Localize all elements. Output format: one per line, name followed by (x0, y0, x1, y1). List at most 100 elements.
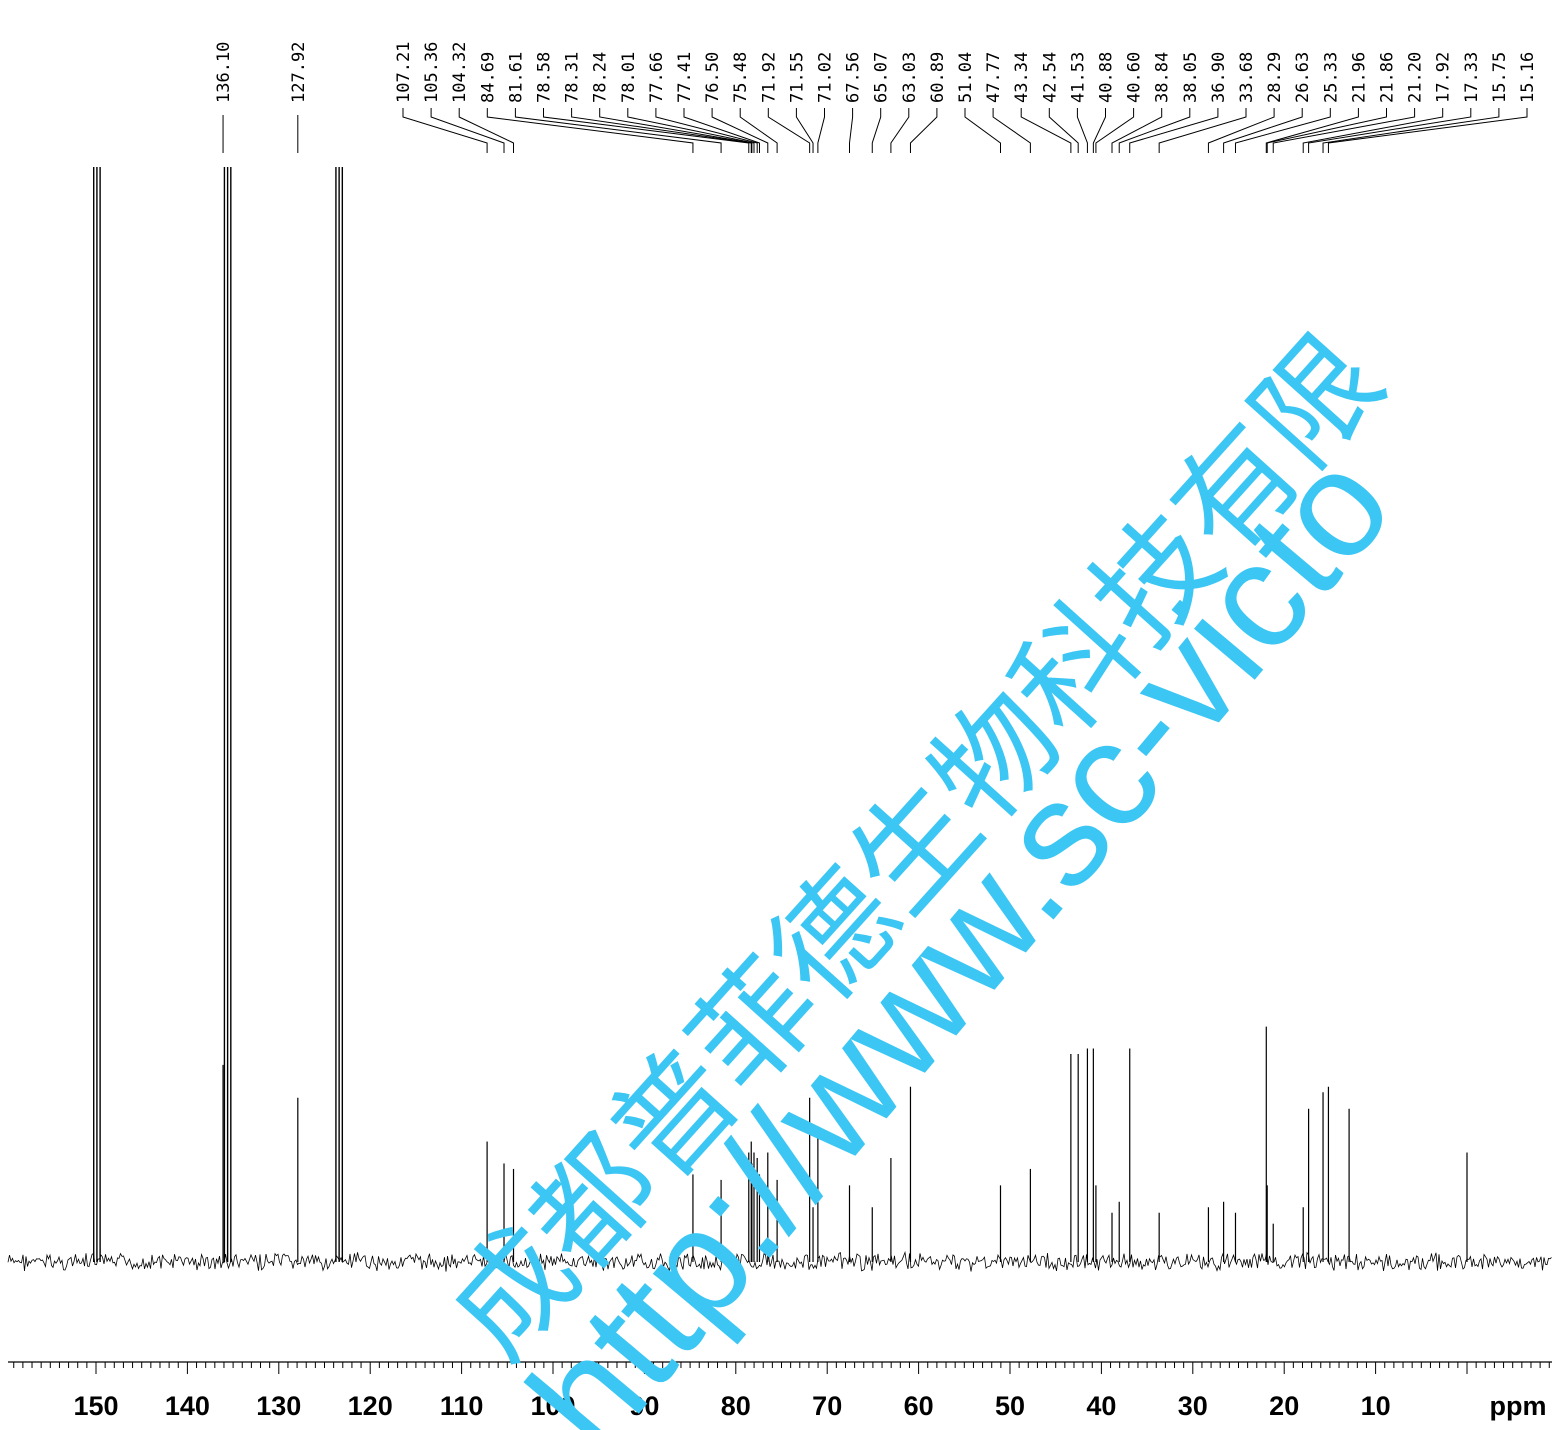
peak-label: 33.68 (1237, 52, 1257, 103)
baseline-noise (7, 1250, 1552, 1272)
peak-label-connector (1048, 108, 1079, 153)
peak-label-connector (430, 108, 505, 153)
peak-label-connector (683, 108, 760, 153)
peak-label: 15.16 (1518, 52, 1538, 103)
peak-label: 25.33 (1321, 52, 1341, 103)
peak-label: 105.36 (422, 42, 442, 103)
peak-label-connector (1308, 108, 1472, 153)
peak-label-connector (514, 108, 722, 153)
x-tick-label: 10 (1361, 1391, 1391, 1421)
peak-label-connector (543, 108, 750, 153)
peak-label: 40.88 (1097, 52, 1117, 103)
x-tick-label: 40 (1086, 1391, 1116, 1421)
peak-label: 76.50 (703, 52, 723, 103)
x-tick-label: 120 (348, 1391, 393, 1421)
peak-label-connector (402, 108, 488, 153)
peak-label-connector (1322, 108, 1500, 153)
peak-label-connector (711, 108, 769, 153)
x-tick-label: 90 (629, 1391, 659, 1421)
peak-label: 71.55 (787, 52, 807, 103)
x-tick-label: 150 (73, 1391, 118, 1421)
x-tick-label: 80 (721, 1391, 751, 1421)
watermark-url: http://www.sc-victo (496, 421, 1423, 1430)
peak-label: 78.31 (563, 52, 583, 103)
x-axis-label: ppm (1490, 1391, 1547, 1421)
peak-label-connector (890, 108, 910, 153)
peak-label-connector (1158, 108, 1247, 153)
peak-label: 26.63 (1293, 52, 1313, 103)
x-axis: 150 140 130 120 110 100 90 80 70 60 50 40 30 20 10 ppm (8, 1361, 1552, 1421)
peak-label-connector (964, 108, 1001, 153)
peak-label-connector (1265, 108, 1359, 153)
peak-label-connector (1092, 108, 1106, 153)
x-tick-label: 50 (995, 1391, 1025, 1421)
peak-label-connector (1327, 108, 1528, 153)
peak-label-connector (817, 108, 825, 153)
peak-label: 28.29 (1265, 52, 1285, 103)
noise-trace (7, 1250, 1552, 1272)
peak-label: 15.75 (1490, 52, 1510, 103)
peak-label: 75.48 (731, 52, 751, 103)
peak-label: 77.66 (647, 52, 667, 103)
solvent-peaks (93, 167, 344, 1262)
x-tick-label: 110 (440, 1391, 484, 1421)
peak-label: 71.02 (816, 52, 836, 103)
x-tick-label: 140 (165, 1391, 210, 1421)
x-tick-label: 70 (812, 1391, 842, 1421)
peak-label-connector (1095, 108, 1135, 153)
peak-label: 127.92 (289, 42, 309, 103)
x-tick-label: 130 (256, 1391, 301, 1421)
peak-label-connector (992, 108, 1031, 153)
peak-label: 77.41 (675, 52, 695, 103)
peak-label: 63.03 (900, 52, 920, 103)
peak-label-connector (1129, 108, 1219, 153)
peak-label: 71.92 (759, 52, 779, 103)
peak-label-connector (795, 108, 814, 153)
peak-label-connector (599, 108, 753, 153)
peak-label-group: 136.10 127.92 107.21 105.36 104.32 84.69 81.61… (214, 42, 1538, 153)
peak-label-connector (909, 108, 938, 153)
peak-label-connector (1272, 108, 1416, 153)
x-tick-label: 100 (530, 1391, 575, 1421)
peak-label-connector (486, 108, 694, 153)
peak-label-connector (627, 108, 755, 153)
peak-label: 65.07 (872, 52, 892, 103)
peak-label: 21.20 (1406, 52, 1426, 103)
peak-label: 21.86 (1378, 52, 1398, 103)
peak-label: 84.69 (478, 52, 498, 103)
peak-label: 40.60 (1125, 52, 1145, 103)
peak-label: 17.33 (1462, 52, 1482, 103)
peak-label: 78.24 (591, 52, 611, 103)
signal-peaks (222, 1026, 1468, 1262)
peak-label: 43.34 (1012, 52, 1032, 103)
peak-label: 136.10 (214, 42, 234, 103)
peak-label-connector (1223, 108, 1303, 153)
peak-label-connector (1118, 108, 1191, 153)
peak-label: 42.54 (1040, 52, 1060, 103)
peak-label: 38.84 (1153, 52, 1173, 103)
peak-label: 67.56 (844, 52, 864, 103)
peak-label-connector (1076, 108, 1088, 153)
x-tick-label: 20 (1269, 1391, 1299, 1421)
peak-label: 51.04 (956, 52, 976, 103)
peak-label-connector (1020, 108, 1072, 153)
peak-label-connector (1111, 108, 1163, 153)
peak-label: 21.96 (1349, 52, 1369, 103)
peak-label: 38.05 (1181, 52, 1201, 103)
peak-label: 17.92 (1434, 52, 1454, 103)
peak-label: 104.32 (450, 42, 470, 103)
peak-label: 107.21 (394, 42, 414, 103)
peak-label-connector (571, 108, 752, 153)
peak-label-connector (849, 108, 854, 153)
peak-label-connector (767, 108, 811, 153)
peak-label-connector (1207, 108, 1275, 153)
x-tick-label: 30 (1178, 1391, 1208, 1421)
peak-label-connector (1302, 108, 1444, 153)
peak-label: 41.53 (1068, 52, 1088, 103)
peak-label-connector (1234, 108, 1331, 153)
peak-label: 78.01 (619, 52, 639, 103)
peak-label-connector (655, 108, 758, 153)
x-tick-label: 60 (904, 1391, 934, 1421)
peak-label-connector (458, 108, 515, 153)
